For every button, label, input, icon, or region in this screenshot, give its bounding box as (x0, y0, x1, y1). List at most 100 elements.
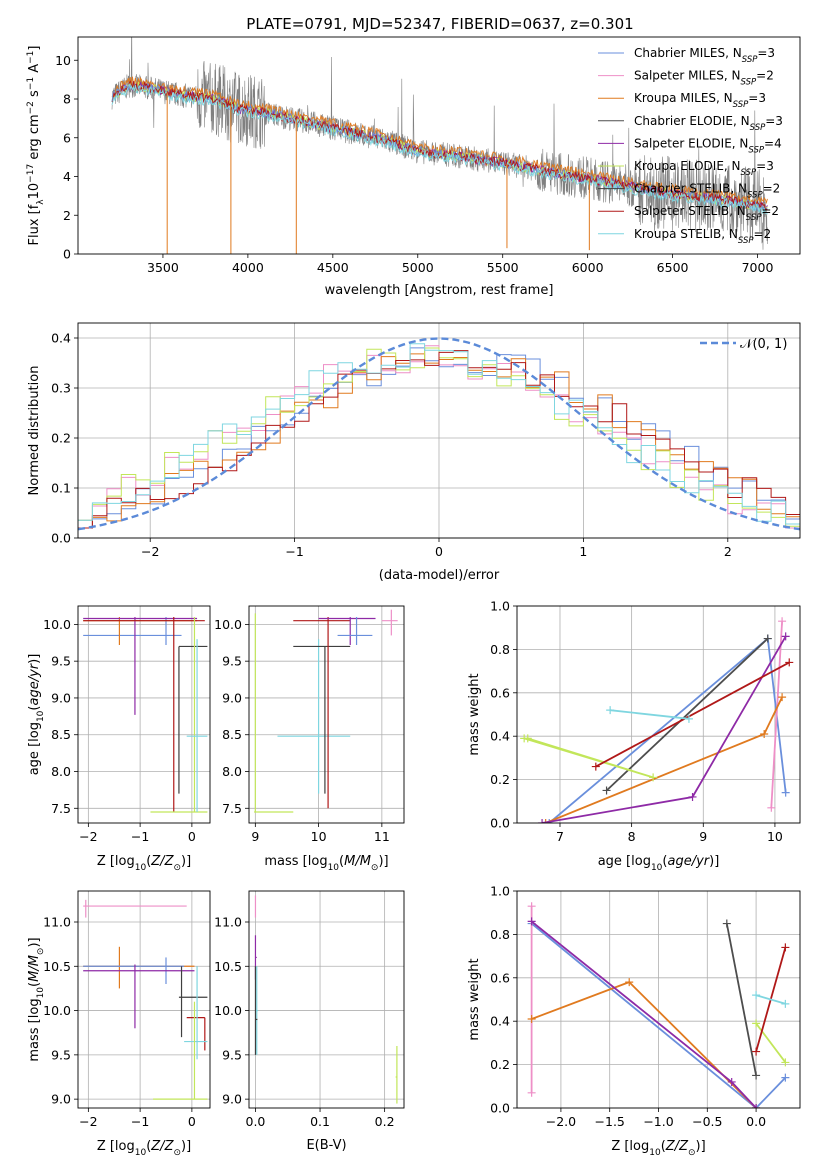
weight-point (527, 917, 536, 926)
weight-point (778, 617, 787, 626)
weight-point (778, 693, 787, 702)
weight-series-line (770, 621, 783, 808)
mass-vs-extinction-panel: 0.0 0.1 0.2 9.0 9.5 10.0 10.5 11.0 E(B-V) (214, 890, 405, 1153)
histogram-lines (78, 337, 800, 531)
weight-point (545, 819, 554, 823)
x-tick-label: 10 (767, 829, 783, 844)
age-vs-metallicity-panel: −2 −1 07.58.08.59.09.510.0Z [log10(Z/Z⊙)]a… (27, 605, 211, 873)
label-part: Z/Z (665, 1139, 689, 1154)
x-tick-label: −2 (79, 1114, 97, 1129)
label-part: age/yr (27, 662, 42, 705)
weight-point (649, 773, 658, 782)
spectrum-lines (111, 37, 768, 254)
y-tick-label: 1.0 (490, 884, 510, 899)
label-part: age [log (598, 854, 651, 869)
y-axis-label: Normed distribution (27, 366, 42, 496)
label-part: )] (709, 854, 719, 869)
y-tick-label: 8.5 (51, 727, 71, 742)
legend-value: =2 (763, 182, 781, 196)
weight-series-line (531, 922, 787, 1108)
axes-frame (77, 322, 801, 539)
error-bars (83, 617, 208, 813)
model-spectrum-line (111, 83, 768, 215)
y-tick-label: 6 (63, 130, 71, 145)
y-tick-label: 9.5 (222, 1047, 242, 1062)
label-part: A (27, 64, 42, 77)
legend-text: Salpeter ELODIE, N (634, 136, 748, 150)
label-part: Z/Z (150, 1139, 174, 1154)
weight-series-line (548, 636, 787, 823)
weight-point (752, 1047, 761, 1056)
x-tick-label: 6500 (657, 260, 689, 275)
y-tick-label: 10.0 (43, 1003, 71, 1018)
legend-text: Chabrier MILES, N (634, 46, 742, 60)
error-bars (83, 899, 208, 1100)
legend-sub: SSP (741, 168, 757, 178)
label-part: λ (36, 199, 46, 205)
legend-label: Chabrier STELIB, NSSP=2 (634, 182, 780, 201)
weight-point (752, 991, 761, 1000)
x-tick-label: 7 (556, 829, 564, 844)
label-part: )] (181, 1139, 191, 1154)
label-part: )] (181, 854, 191, 869)
x-tick-label: −2 (79, 829, 97, 844)
label-part: ⊙ (173, 1148, 181, 1158)
legend-value: =4 (764, 136, 782, 150)
label-part: Flux [f (27, 204, 42, 245)
legend-value: =2 (754, 227, 772, 241)
label-part: )] (378, 854, 388, 869)
y-tick-label: 7.5 (51, 801, 71, 816)
y-tick-label: 7.5 (222, 801, 242, 816)
legend-value: =3 (748, 91, 766, 105)
weight-point (767, 803, 776, 812)
y-tick-label: 9.0 (51, 1092, 71, 1107)
legend-sub: SSP (738, 236, 754, 246)
axes-frame (77, 36, 801, 255)
label-part: ( (146, 1139, 151, 1154)
legend-label: Kroupa ELODIE, NSSP=3 (634, 159, 774, 178)
label-part: 10 (649, 1148, 661, 1158)
x-tick-label: 2 (724, 544, 732, 559)
y-tick-label: 0.0 (490, 816, 510, 831)
y-tick-label: 0.4 (51, 331, 71, 346)
y-tick-label: 0.8 (490, 927, 510, 942)
legend-value: =3 (756, 159, 774, 173)
figure-title: PLATE=0791, MJD=52347, FIBERID=0637, z=0… (246, 15, 633, 33)
x-tick-label: 7000 (742, 260, 774, 275)
label-part: 10 (328, 863, 340, 873)
label-part: )] (27, 937, 42, 947)
y-tick-label: 0.3 (51, 381, 71, 396)
x-tick-label: 0.0 (746, 1114, 766, 1129)
weight-lines (527, 902, 790, 1108)
weight-point (785, 658, 794, 667)
y-tick-label: 0.2 (490, 772, 510, 787)
legend-label: Kroupa MILES, NSSP=3 (634, 91, 766, 110)
y-tick-label: 10.0 (43, 617, 71, 632)
y-tick-label: 10.0 (214, 1003, 242, 1018)
weight-series-line (523, 737, 654, 779)
legend-label: Salpeter MILES, NSSP=2 (634, 69, 774, 88)
axes-frame (77, 890, 211, 1109)
legend-text: Chabrier STELIB, N (634, 182, 747, 196)
weight-point (781, 999, 790, 1008)
x-tick-label: 1 (579, 544, 587, 559)
weight-point (688, 792, 697, 801)
label-part: Z [log (611, 1139, 649, 1154)
x-tick-label: 6000 (572, 260, 604, 275)
y-tick-label: 0.0 (490, 1101, 510, 1116)
y-tick-label: 0.4 (490, 1014, 510, 1029)
weight-point (538, 819, 547, 823)
y-tick-label: 0.2 (490, 1057, 510, 1072)
error-bars (254, 895, 398, 1104)
legend-sub: SSP (741, 78, 757, 88)
x-tick-label: 0.1 (310, 1114, 330, 1129)
label-part: 10 (651, 863, 663, 873)
legend-value: =3 (757, 46, 775, 60)
normal-curve (78, 337, 800, 531)
axes-frame (248, 605, 405, 824)
x-axis-label: Z [log10(Z/Z⊙)] (611, 1139, 705, 1158)
x-tick-label: 0.2 (375, 1114, 395, 1129)
y-axis-label: Flux [fλ10−17 erg cm−2 s−1 A−1] (26, 46, 46, 246)
label-part: erg cm (27, 114, 42, 163)
